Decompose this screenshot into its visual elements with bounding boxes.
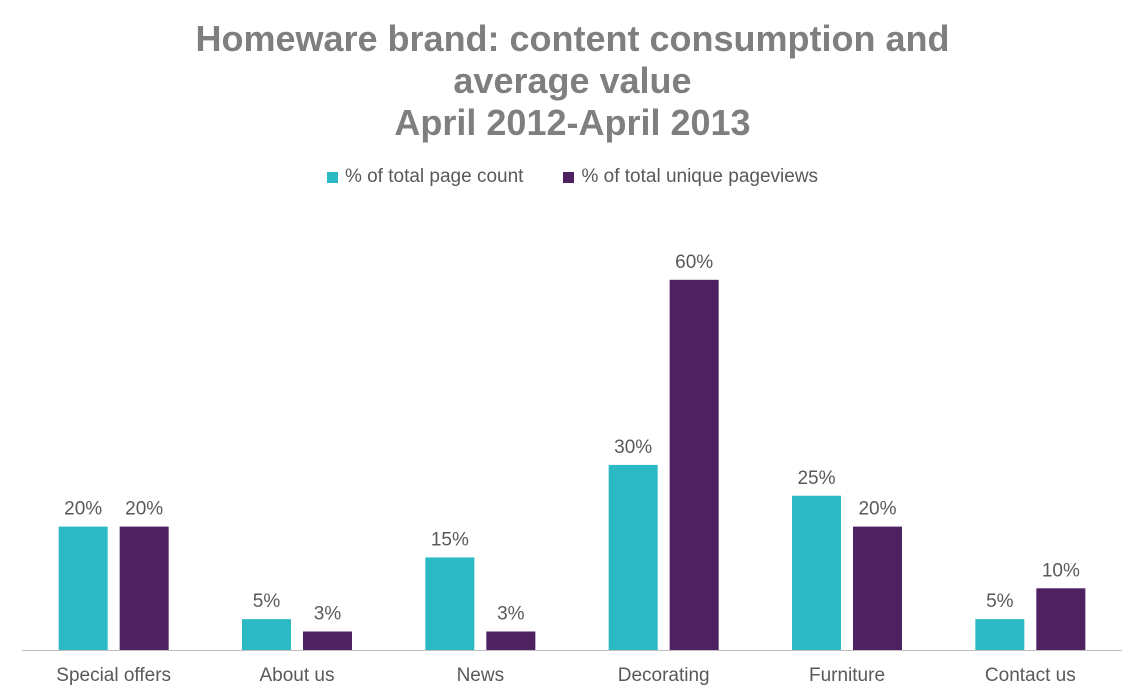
data-label-unique-pageviews-2: 3% — [497, 603, 525, 624]
legend-label-page-count: % of total page count — [344, 166, 524, 187]
bar-page-count-1 — [242, 619, 291, 650]
bar-unique-pageviews-4 — [853, 526, 902, 650]
data-label-page-count-1: 5% — [253, 591, 281, 612]
chart-title-line-1: Homeware brand: content consumption and — [195, 18, 950, 59]
data-label-unique-pageviews-1: 3% — [314, 603, 342, 624]
bar-unique-pageviews-2 — [486, 631, 536, 650]
bar-page-count-3 — [608, 464, 658, 650]
bar-unique-pageviews-5 — [1036, 588, 1086, 650]
data-label-page-count-4: 25% — [797, 468, 835, 489]
chart-title-line-2: average value — [453, 60, 692, 101]
data-label-page-count-3: 30% — [614, 437, 652, 458]
data-label-unique-pageviews-3: 60% — [675, 252, 713, 273]
data-label-page-count-5: 5% — [986, 591, 1014, 612]
category-label-0: Special offers — [56, 665, 171, 686]
data-label-page-count-2: 15% — [431, 529, 469, 550]
category-label-2: News — [457, 665, 505, 686]
legend-swatch-page-count — [326, 171, 338, 183]
data-label-unique-pageviews-5: 10% — [1042, 560, 1080, 581]
bar-page-count-0 — [58, 526, 108, 650]
legend-item-page-count: % of total page count — [326, 166, 524, 188]
legend: % of total page count % of total unique … — [0, 166, 1145, 188]
category-label-4: Furniture — [809, 665, 885, 686]
data-label-unique-pageviews-4: 20% — [858, 499, 896, 520]
category-label-5: Contact us — [985, 665, 1076, 686]
data-label-page-count-0: 20% — [64, 499, 102, 520]
chart-title-line-3: April 2012-April 2013 — [394, 102, 751, 143]
bar-page-count-2 — [425, 557, 475, 650]
bar-unique-pageviews-3 — [669, 279, 719, 650]
bar-unique-pageviews-0 — [119, 526, 169, 650]
data-label-unique-pageviews-0: 20% — [125, 499, 163, 520]
bar-page-count-4 — [792, 495, 841, 650]
legend-label-unique-pageviews: % of total unique pageviews — [581, 166, 819, 187]
bar-unique-pageviews-1 — [303, 631, 352, 650]
bar-page-count-5 — [975, 619, 1025, 650]
category-label-1: About us — [260, 665, 335, 686]
legend-swatch-unique-pageviews — [563, 171, 575, 183]
legend-item-unique-pageviews: % of total unique pageviews — [563, 166, 818, 188]
category-label-3: Decorating — [618, 665, 710, 686]
